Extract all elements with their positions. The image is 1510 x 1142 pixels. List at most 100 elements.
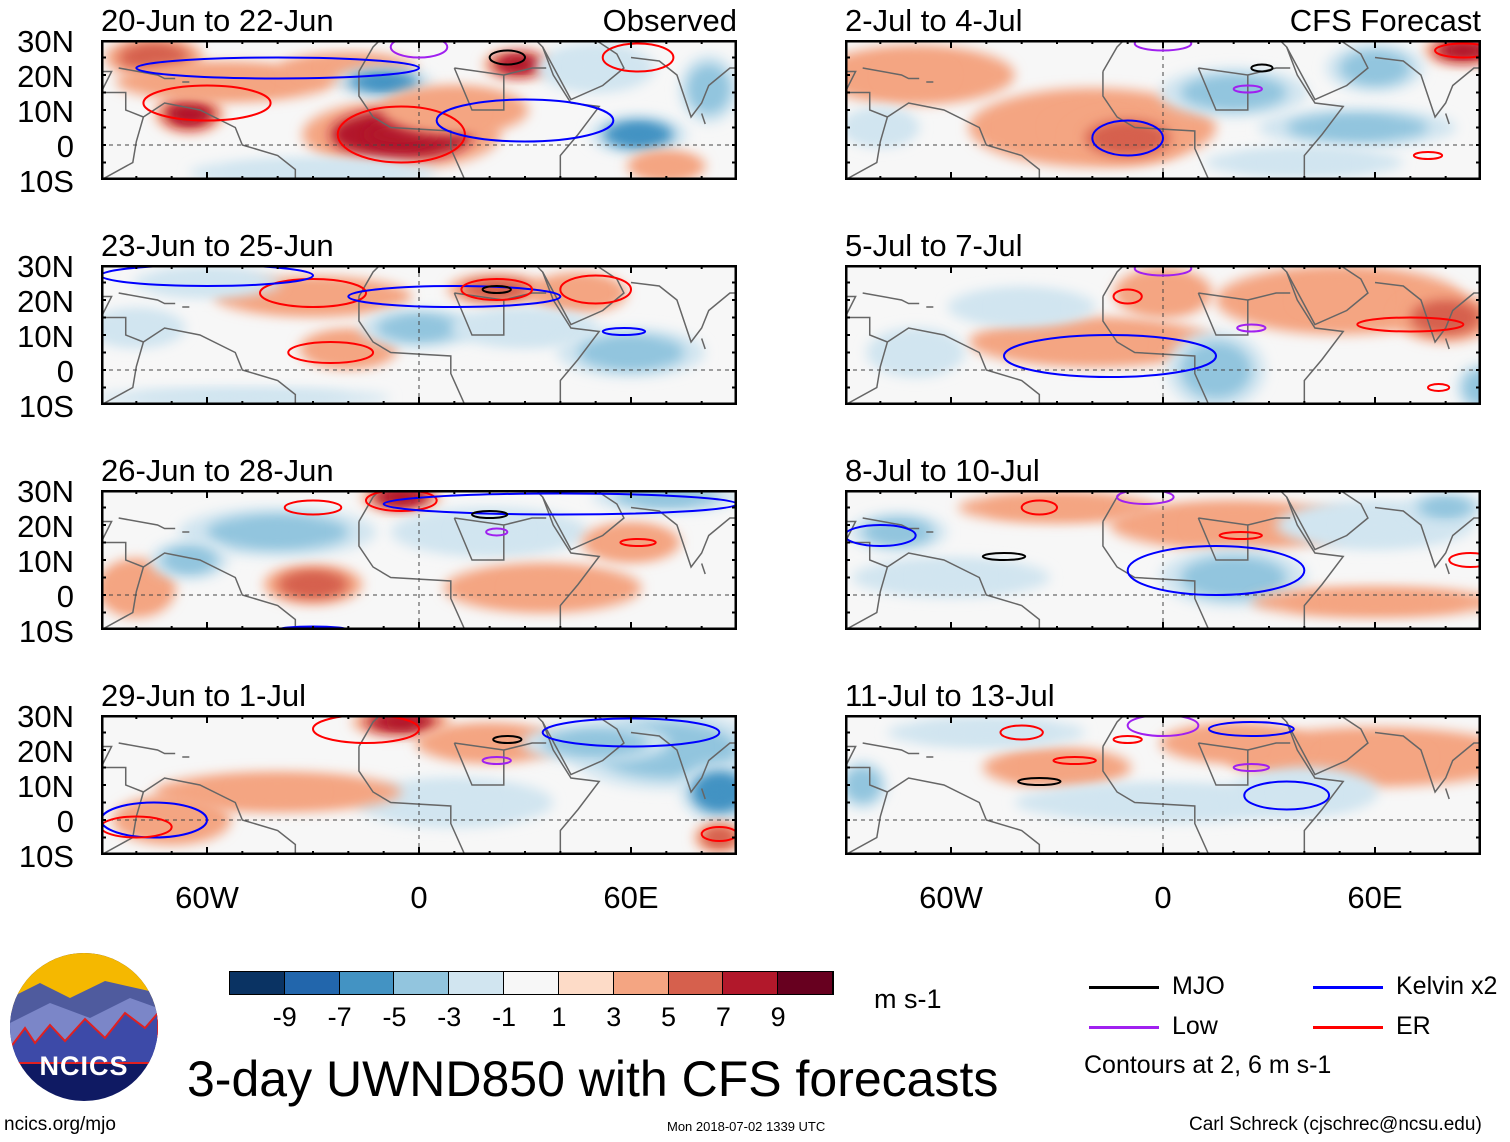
wind-anomaly-patch — [698, 76, 720, 102]
coastline — [1102, 40, 1345, 180]
coastline — [845, 316, 888, 343]
wind-anomaly-patch — [295, 577, 331, 592]
legend-label: MJO — [1172, 972, 1225, 1000]
coastline — [845, 327, 1041, 405]
wind-anomaly-patch — [705, 781, 734, 803]
colorbar-label: 9 — [770, 1002, 786, 1032]
legend-label: ER — [1396, 1012, 1431, 1040]
mjo-contour — [981, 552, 1027, 561]
er-contour — [1020, 499, 1058, 516]
er-contour — [999, 724, 1044, 741]
er-contour — [1112, 288, 1143, 305]
wind-anomaly-patch — [397, 321, 441, 335]
coastline — [101, 766, 144, 793]
coastline — [101, 295, 113, 318]
panel-title: 23-Jun to 25-Jun — [101, 228, 334, 263]
er-contour — [312, 715, 420, 744]
lon-tick-label: 0 — [1154, 880, 1172, 915]
wind-anomaly-patch — [242, 523, 313, 541]
coastline — [453, 292, 505, 336]
er-contour — [559, 274, 632, 305]
lon-tick-label: 60E — [1347, 880, 1403, 915]
low-contour — [1133, 40, 1193, 52]
lat-tick-label: 30N — [17, 699, 74, 734]
coastline — [358, 40, 601, 180]
coastline — [358, 715, 601, 855]
kelvin-contour — [435, 98, 615, 143]
low-contour — [1133, 265, 1193, 277]
panel-frame — [845, 40, 1481, 180]
coastline — [1444, 338, 1450, 350]
wind-anomaly-patch — [915, 570, 987, 585]
wind-anomaly-patch — [1322, 120, 1393, 135]
wind-anomaly-patch — [233, 785, 322, 799]
low-contour — [481, 756, 512, 765]
coastline — [503, 517, 547, 526]
coastline — [1444, 563, 1450, 575]
colorbar-label: 1 — [551, 1002, 567, 1032]
lat-tick-label: 20N — [17, 284, 74, 319]
panel-frame — [845, 490, 1481, 630]
lat-tick-label: 10N — [17, 544, 74, 579]
mjo-contour — [1250, 63, 1274, 73]
coastline — [1444, 788, 1450, 800]
wind-anomaly-patch — [383, 716, 420, 728]
colorbar-swatch — [339, 972, 395, 994]
map-panel — [101, 490, 737, 630]
lon-tick-label: 60W — [919, 880, 983, 915]
observed-label: Observed — [602, 3, 737, 38]
coastline — [862, 742, 920, 755]
lat-tick-label: 10S — [18, 164, 74, 199]
footer-url[interactable]: ncics.org/mjo — [4, 1114, 116, 1135]
coastline — [845, 777, 1041, 855]
low-contour — [1126, 715, 1200, 737]
er-contour — [1112, 735, 1143, 744]
map-panel — [101, 265, 737, 405]
wind-anomaly-patch — [1207, 83, 1261, 102]
panel-title: 11-Jul to 13-Jul — [845, 678, 1055, 713]
ncics-logo: NCICS — [10, 953, 158, 1101]
coastline — [1286, 715, 1369, 776]
coastline — [101, 70, 113, 93]
er-contour — [1052, 756, 1097, 765]
coastline — [862, 292, 920, 305]
low-contour — [1232, 763, 1271, 772]
colorbar-label: 3 — [606, 1002, 622, 1032]
er-contour — [1412, 151, 1444, 160]
lat-tick-label: 30N — [17, 474, 74, 509]
wind-anomaly-patch — [1322, 746, 1428, 768]
er-contour — [1356, 316, 1465, 333]
lon-tick-label: 60W — [175, 880, 239, 915]
coastline — [101, 777, 297, 855]
lat-tick-label: 20N — [17, 734, 74, 769]
lat-tick-label: 10S — [18, 389, 74, 424]
colorbar-label: -5 — [382, 1002, 407, 1032]
er-contour — [259, 278, 367, 308]
coastline — [542, 490, 625, 551]
coastline — [1374, 56, 1481, 119]
panel-title: 8-Jul to 10-Jul — [845, 453, 1040, 488]
colorbar-label: -1 — [492, 1002, 517, 1032]
wind-anomaly-patch — [604, 343, 658, 362]
coastline — [630, 281, 737, 344]
wind-anomaly-patch — [951, 727, 1022, 738]
lat-tick-label: 10N — [17, 769, 74, 804]
coastline — [845, 766, 888, 793]
coastline — [1102, 490, 1345, 630]
colorbar-swatch — [394, 972, 450, 994]
wind-anomaly-patch — [454, 523, 525, 541]
legend-line-kelvin — [1313, 986, 1383, 989]
legend-note: Contours at 2, 6 m s-1 — [1084, 1051, 1332, 1079]
wind-anomaly-patch — [277, 289, 349, 304]
lat-tick-label: 20N — [17, 59, 74, 94]
forecast-label: CFS Forecast — [1289, 3, 1481, 38]
colorbar-label: 7 — [715, 1002, 731, 1032]
lat-tick-label: 0 — [56, 804, 74, 839]
wind-anomaly-patch — [866, 120, 895, 135]
map-panel — [101, 715, 737, 855]
lat-tick-label: 10S — [18, 839, 74, 874]
wind-anomaly-patch — [1428, 308, 1464, 327]
coastline — [845, 102, 1041, 180]
wind-anomaly-patch — [1330, 596, 1420, 608]
wind-anomaly-patch — [880, 64, 951, 86]
